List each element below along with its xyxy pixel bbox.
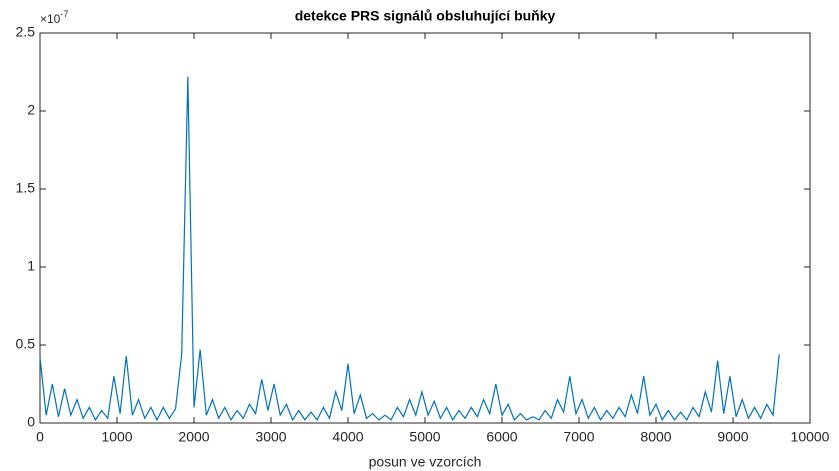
chart-title: detekce PRS signálů obsluhující buňky (295, 8, 556, 24)
data-line (39, 76, 780, 422)
y-tick-label: 2.5 (16, 24, 36, 40)
x-tick-label: 7000 (563, 429, 594, 445)
x-tick-label: 5000 (409, 429, 440, 445)
x-axis-label: posun ve vzorcích (369, 454, 482, 470)
x-tick-label: 10000 (791, 429, 830, 445)
x-tick-label: 2000 (178, 429, 209, 445)
y-tick-label: 1.5 (16, 180, 36, 196)
x-tick-label: 4000 (332, 429, 363, 445)
x-tick-label: 3000 (255, 429, 286, 445)
x-tick-label: 6000 (486, 429, 517, 445)
x-tick-label: 8000 (640, 429, 671, 445)
x-tick-label: 0 (36, 429, 44, 445)
y-scale-exponent: -7 (60, 9, 68, 19)
plot-area (39, 32, 811, 424)
y-tick-label: 0.5 (16, 336, 36, 352)
y-tick-label: 0 (27, 414, 35, 430)
y-tick-label: 1 (27, 258, 35, 274)
y-tick-label: 2 (27, 102, 35, 118)
y-scale-base: ×10 (40, 12, 61, 26)
x-tick-label: 1000 (101, 429, 132, 445)
x-tick-label: 9000 (717, 429, 748, 445)
y-scale-label: ×10-7 (40, 9, 68, 26)
